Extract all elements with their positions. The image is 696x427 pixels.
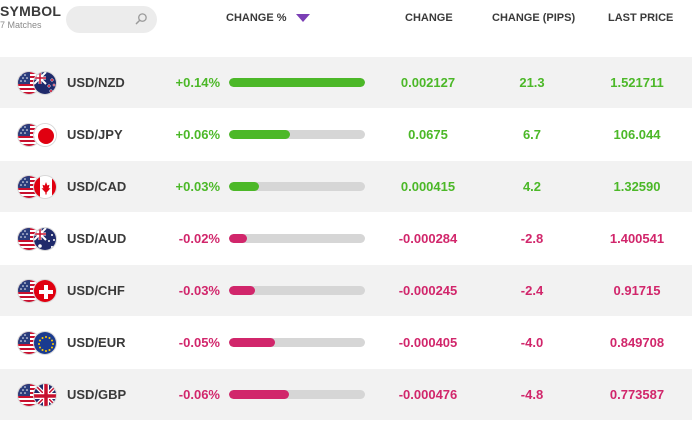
currency-table: USD/NZD +0.14% 0.002127 21.3 1.521711 USD/JPY… [0, 57, 696, 421]
currency-pair[interactable]: USD/CAD [67, 179, 127, 194]
search-icon[interactable] [135, 12, 148, 25]
last-price: 0.91715 [613, 283, 661, 298]
last-price: 1.521711 [610, 75, 664, 90]
change-pips-header[interactable]: CHANGE (PIPS) [492, 12, 576, 24]
change-percent: +0.06% [175, 127, 220, 142]
last-price: 1.32590 [613, 179, 661, 194]
table-row[interactable]: USD/GBP -0.06% -0.000476 -4.8 0.773587 [0, 369, 692, 421]
last-price: 0.773587 [609, 387, 665, 402]
change-bar [229, 390, 365, 399]
table-header: SYMBOL 7 Matches CHANGE % CHANGE CHANGE … [0, 0, 696, 56]
last-price-header[interactable]: LAST PRICE [608, 12, 674, 24]
change-value: -0.000476 [398, 387, 458, 402]
jpy-flag-icon [33, 123, 57, 147]
chf-flag-icon [33, 279, 57, 303]
currency-pair[interactable]: USD/EUR [67, 335, 126, 350]
change-value: -0.000284 [398, 231, 458, 246]
change-bar-fill [229, 390, 289, 399]
change-percent: -0.06% [178, 387, 220, 402]
change-bar-fill [229, 130, 291, 139]
change-bar-fill [229, 78, 365, 87]
change-percent: -0.03% [178, 283, 220, 298]
change-percent: +0.14% [175, 75, 220, 90]
currency-pair[interactable]: USD/JPY [67, 127, 123, 142]
currency-flags [17, 123, 59, 147]
change-header[interactable]: CHANGE [405, 12, 453, 24]
change-bar-fill [229, 338, 276, 347]
currency-pair[interactable]: USD/GBP [67, 387, 127, 402]
change-bar [229, 78, 365, 87]
last-price: 0.849708 [609, 335, 665, 350]
currency-flags [17, 279, 59, 303]
usd-flag-icon [17, 383, 41, 407]
aud-flag-icon [33, 227, 57, 251]
change-bar [229, 338, 365, 347]
change-pips: -4.0 [520, 335, 544, 350]
symbol-label[interactable]: SYMBOL [0, 3, 62, 19]
currency-pair[interactable]: USD/AUD [67, 231, 127, 246]
change-pips: -4.8 [520, 387, 544, 402]
eur-flag-icon [33, 331, 57, 355]
cad-flag-icon [33, 175, 57, 199]
change-bar-fill [229, 286, 255, 295]
table-row[interactable]: USD/EUR -0.05% -0.000405 -4.0 0.849708 [0, 317, 692, 369]
change-pips: -2.8 [520, 231, 544, 246]
change-pips: 6.7 [522, 127, 542, 142]
change-bar-fill [229, 234, 247, 243]
change-percent: +0.03% [175, 179, 220, 194]
currency-flags [17, 71, 59, 95]
search-input[interactable] [66, 6, 157, 33]
table-row[interactable]: USD/CHF -0.03% -0.000245 -2.4 0.91715 [0, 265, 692, 317]
change-bar [229, 182, 365, 191]
currency-flags [17, 227, 59, 251]
table-row[interactable]: USD/CAD +0.03% 0.000415 4.2 1.32590 [0, 161, 692, 213]
change-value: -0.000245 [398, 283, 458, 298]
change-bar [229, 286, 365, 295]
nzd-flag-icon [33, 71, 57, 95]
gbp-flag-icon [33, 383, 57, 407]
last-price: 106.044 [613, 127, 661, 142]
currency-flags [17, 175, 59, 199]
change-percent: -0.05% [178, 335, 220, 350]
change-percent: -0.02% [178, 231, 220, 246]
change-value: 0.002127 [400, 75, 456, 90]
change-bar-fill [229, 182, 259, 191]
table-row[interactable]: USD/NZD +0.14% 0.002127 21.3 1.521711 [0, 57, 692, 109]
change-bar [229, 130, 365, 139]
sort-down-icon[interactable] [296, 14, 310, 22]
table-row[interactable]: USD/JPY +0.06% 0.0675 6.7 106.044 [0, 109, 692, 161]
change-pips: -2.4 [520, 283, 544, 298]
currency-pair[interactable]: USD/NZD [67, 75, 125, 90]
table-row[interactable]: USD/AUD -0.02% -0.000284 -2.8 1.400541 [0, 213, 692, 265]
currency-pair[interactable]: USD/CHF [67, 283, 125, 298]
symbol-column-header[interactable]: SYMBOL 7 Matches [0, 3, 61, 30]
matches-count: 7 Matches [0, 20, 42, 30]
currency-flags [17, 383, 59, 407]
change-pips: 4.2 [522, 179, 542, 194]
change-value: 0.0675 [408, 127, 448, 142]
currency-flags [17, 331, 59, 355]
change-bar [229, 234, 365, 243]
change-percent-header[interactable]: CHANGE % [226, 12, 287, 24]
last-price: 1.400541 [609, 231, 665, 246]
change-value: 0.000415 [400, 179, 456, 194]
change-pips: 21.3 [519, 75, 545, 90]
change-value: -0.000405 [398, 335, 458, 350]
